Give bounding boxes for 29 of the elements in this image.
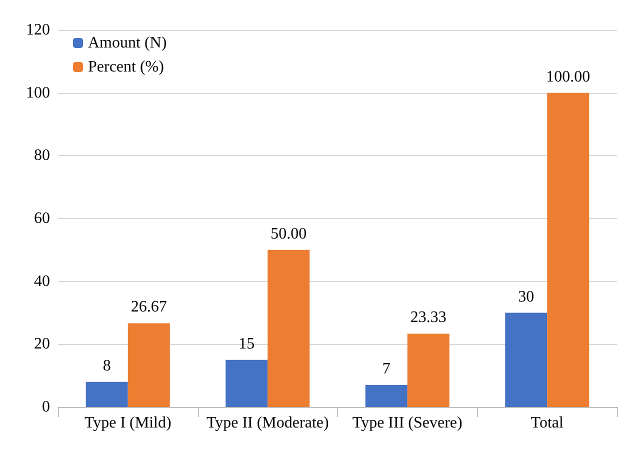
x-tick-label: Type I (Mild): [84, 414, 172, 432]
y-tick-label: 120: [26, 22, 50, 38]
data-label: 30: [518, 288, 534, 306]
x-tick-label: Type II (Moderate): [206, 414, 329, 432]
y-tick-label: 100: [26, 84, 50, 102]
bar: [365, 385, 408, 407]
bar: [407, 334, 450, 407]
data-label: 50.00: [270, 225, 307, 242]
y-tick-label: 20: [34, 336, 50, 353]
data-label: 7: [382, 360, 390, 378]
bar: [128, 323, 170, 407]
data-label: 8: [102, 357, 111, 374]
y-tick-label: 40: [34, 272, 50, 290]
legend-label: Amount (N): [88, 34, 167, 52]
bar: [547, 92, 590, 407]
y-tick-label: 60: [34, 210, 50, 227]
y-tick-label: 0: [42, 398, 50, 416]
bar: [505, 312, 548, 407]
data-label: 100.00: [546, 68, 590, 86]
y-tick-label: 80: [34, 147, 50, 164]
x-tick-label: Type III (Severe): [352, 414, 462, 432]
data-label: 26.67: [130, 298, 167, 316]
x-tick-label: Total: [530, 414, 564, 432]
bar: [226, 360, 268, 407]
bar: [86, 382, 128, 407]
data-label: 15: [238, 335, 255, 352]
legend-label: Percent (%): [88, 58, 164, 76]
data-label: 23.33: [410, 309, 446, 326]
bar: [268, 250, 310, 407]
